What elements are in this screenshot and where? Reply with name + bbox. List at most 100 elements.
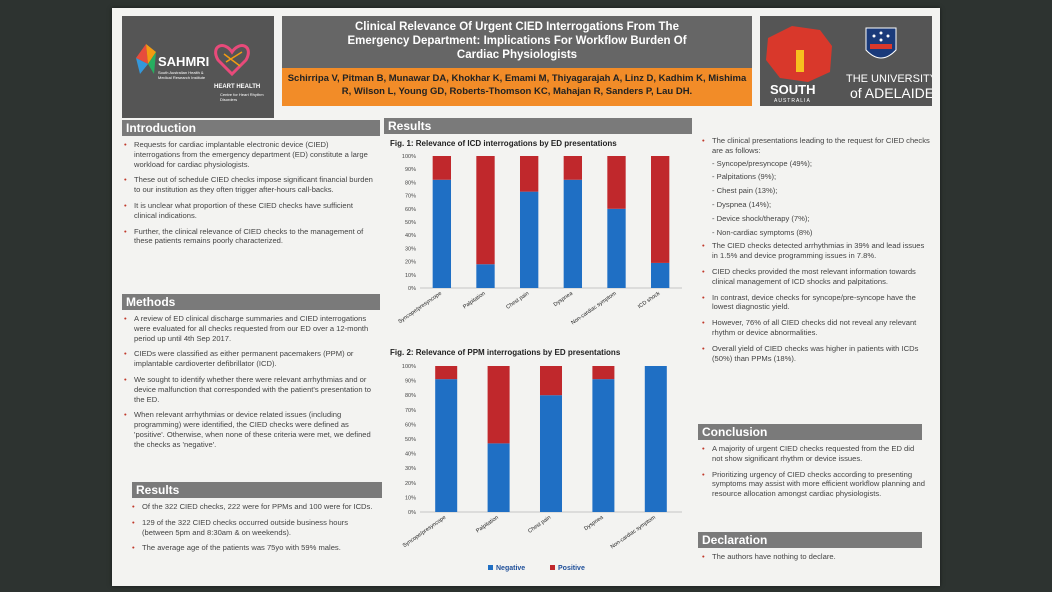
x-category-label: Palpitation [475,515,499,535]
y-tick-label: 70% [405,194,416,200]
x-category-label: Syncope/presyncope [397,291,443,325]
section-header-results: Results [384,118,692,134]
title-block: Clinical Relevance Of Urgent CIED Interr… [282,16,752,106]
list-item: The CIED checks detected arrhythmias in … [702,241,932,261]
x-category-label: ICD shock [637,291,661,311]
bar-negative [476,264,495,288]
south-australia-logo-icon [766,26,832,82]
list-item: Overall yield of CIED checks was higher … [702,344,932,364]
sahmri-logo-icon [136,44,250,77]
x-category-label: Dyspnea [583,514,605,532]
bar-negative [644,366,667,512]
heart-health-wordmark: HEART HEALTH [214,84,261,90]
section-header-methods: Methods [122,294,380,310]
title-line: Clinical Relevance Of Urgent CIED Interr… [355,21,679,33]
y-tick-label: 80% [405,393,416,399]
bar-negative [563,179,583,288]
results-right-list: The clinical presentations leading to th… [702,136,932,369]
bar-positive [476,156,495,265]
bar-positive [519,156,539,192]
bar-positive [487,366,510,444]
section-header-declaration: Declaration [698,532,922,548]
heart-health-icon [214,44,250,77]
y-tick-label: 70% [405,408,416,414]
x-category-label: Non-cardiac symptom [610,514,658,550]
list-item: In contrast, device checks for syncope/p… [702,293,932,313]
presentation-item: - Dyspnea (14%); [712,199,772,209]
logo-panel-left: SAHMRI South Australian Health & Medical… [122,16,274,118]
logos-right-svg: SOUTH AUSTRALIA THE UNIVERSITY of ADELAI… [766,26,938,104]
list-item: A majority of urgent CIED checks request… [702,444,926,464]
bar-positive [432,156,452,180]
bar-negative [607,208,626,288]
bar-positive [539,366,563,396]
y-tick-label: 100% [402,154,416,160]
y-tick-label: 20% [405,481,416,487]
introduction-list: Requests for cardiac implantable electro… [124,140,374,252]
legend-label-negative: Negative [496,565,525,572]
list-item: When relevant arrhythmias or device rela… [124,410,374,449]
fig2-chart: 0% 10% 20% 30% 40% 50% 60% 70% 80% 90% 100% Syncope… [402,364,682,572]
sahmri-wordmark: SAHMRI [158,54,210,69]
x-category-label: Chest pain [505,291,530,311]
list-item: Prioritizing urgency of CIED checks acco… [702,470,926,499]
x-category-label: Chest pain [527,515,552,535]
list-item: Of the 322 CIED checks, 222 were for PPM… [132,502,376,512]
bar-negative [650,262,670,288]
y-tick-label: 10% [405,495,416,501]
conclusion-list: A majority of urgent CIED checks request… [702,444,926,505]
author-line: R, Wilson L, Young GD, Roberts-Thomson K… [341,86,693,97]
south-wordmark: SOUTH [770,82,816,97]
bar-negative [435,379,458,512]
bar-negative [539,395,563,512]
results-left-list: Of the 322 CIED checks, 222 were for PPM… [132,502,376,559]
heart-health-subtitle: Centre for Heart Rhythm Disorders [220,92,264,102]
poster: SAHMRI South Australian Health & Medical… [112,8,940,586]
legend-label-positive: Positive [558,565,585,572]
y-tick-label: 90% [405,379,416,385]
legend-swatch-positive [550,565,555,570]
declaration-list: The authors have nothing to declare. [702,552,926,568]
y-tick-label: 40% [405,233,416,239]
bar-negative [487,443,510,512]
list-item: It is unclear what proportion of these C… [124,201,374,221]
y-tick-label: 50% [405,220,416,226]
bar-positive [650,156,670,263]
bar-positive [435,366,458,380]
y-tick-label: 60% [405,422,416,428]
list-item: 129 of the 322 CIED checks occurred outs… [132,518,376,538]
y-tick-label: 0% [408,286,416,292]
fig1-chart: 0% 10% 20% 30% 40% 50% 60% 70% 80% 90% 100% Syncope… [397,154,682,326]
list-item: The clinical presentations leading to th… [702,136,932,156]
list-item: CIEDs were classified as either permanen… [124,349,374,369]
bar-positive [563,156,583,180]
list-item: A review of ED clinical discharge summar… [124,314,374,343]
bar-positive [592,366,615,380]
x-category-label: Non-cardiac symptom [570,290,618,326]
list-item: We sought to identify whether there were… [124,375,374,404]
y-tick-label: 90% [405,167,416,173]
presentation-item: - Palpitations (9%); [712,172,777,182]
list-item: These out of schedule CIED checks impose… [124,175,374,195]
section-header-conclusion: Conclusion [698,424,922,440]
fig1-title: Fig. 1: Relevance of ICD interrogations … [390,139,617,148]
presentation-item: - Device shock/therapy (7%); [712,213,810,223]
x-category-label: Dyspnea [553,290,575,308]
title-line: Cardiac Physiologists [456,49,578,61]
y-tick-label: 40% [405,452,416,458]
y-tick-label: 0% [408,510,416,516]
y-tick-label: 100% [402,364,416,370]
section-header-results-left: Results [132,482,382,498]
list-item: The average age of the patients was 75yo… [132,543,376,553]
legend-swatch-negative [488,565,493,570]
methods-list: A review of ED clinical discharge summar… [124,314,374,456]
bar-negative [592,379,615,512]
author-list: Schirripa V, Pitman B, Munawar DA, Khokh… [282,68,752,106]
title-line: Emergency Department: Implications For W… [347,35,687,47]
y-tick-label: 30% [405,246,416,252]
sahmri-subtitle: South Australian Health & Medical Resear… [158,70,206,80]
presentation-item: - Non-cardiac symptoms (8%) [712,227,813,237]
bar-positive [607,156,626,209]
x-category-label: Palpitation [462,291,486,311]
presentation-item: - Syncope/presyncope (49%); [712,158,813,168]
